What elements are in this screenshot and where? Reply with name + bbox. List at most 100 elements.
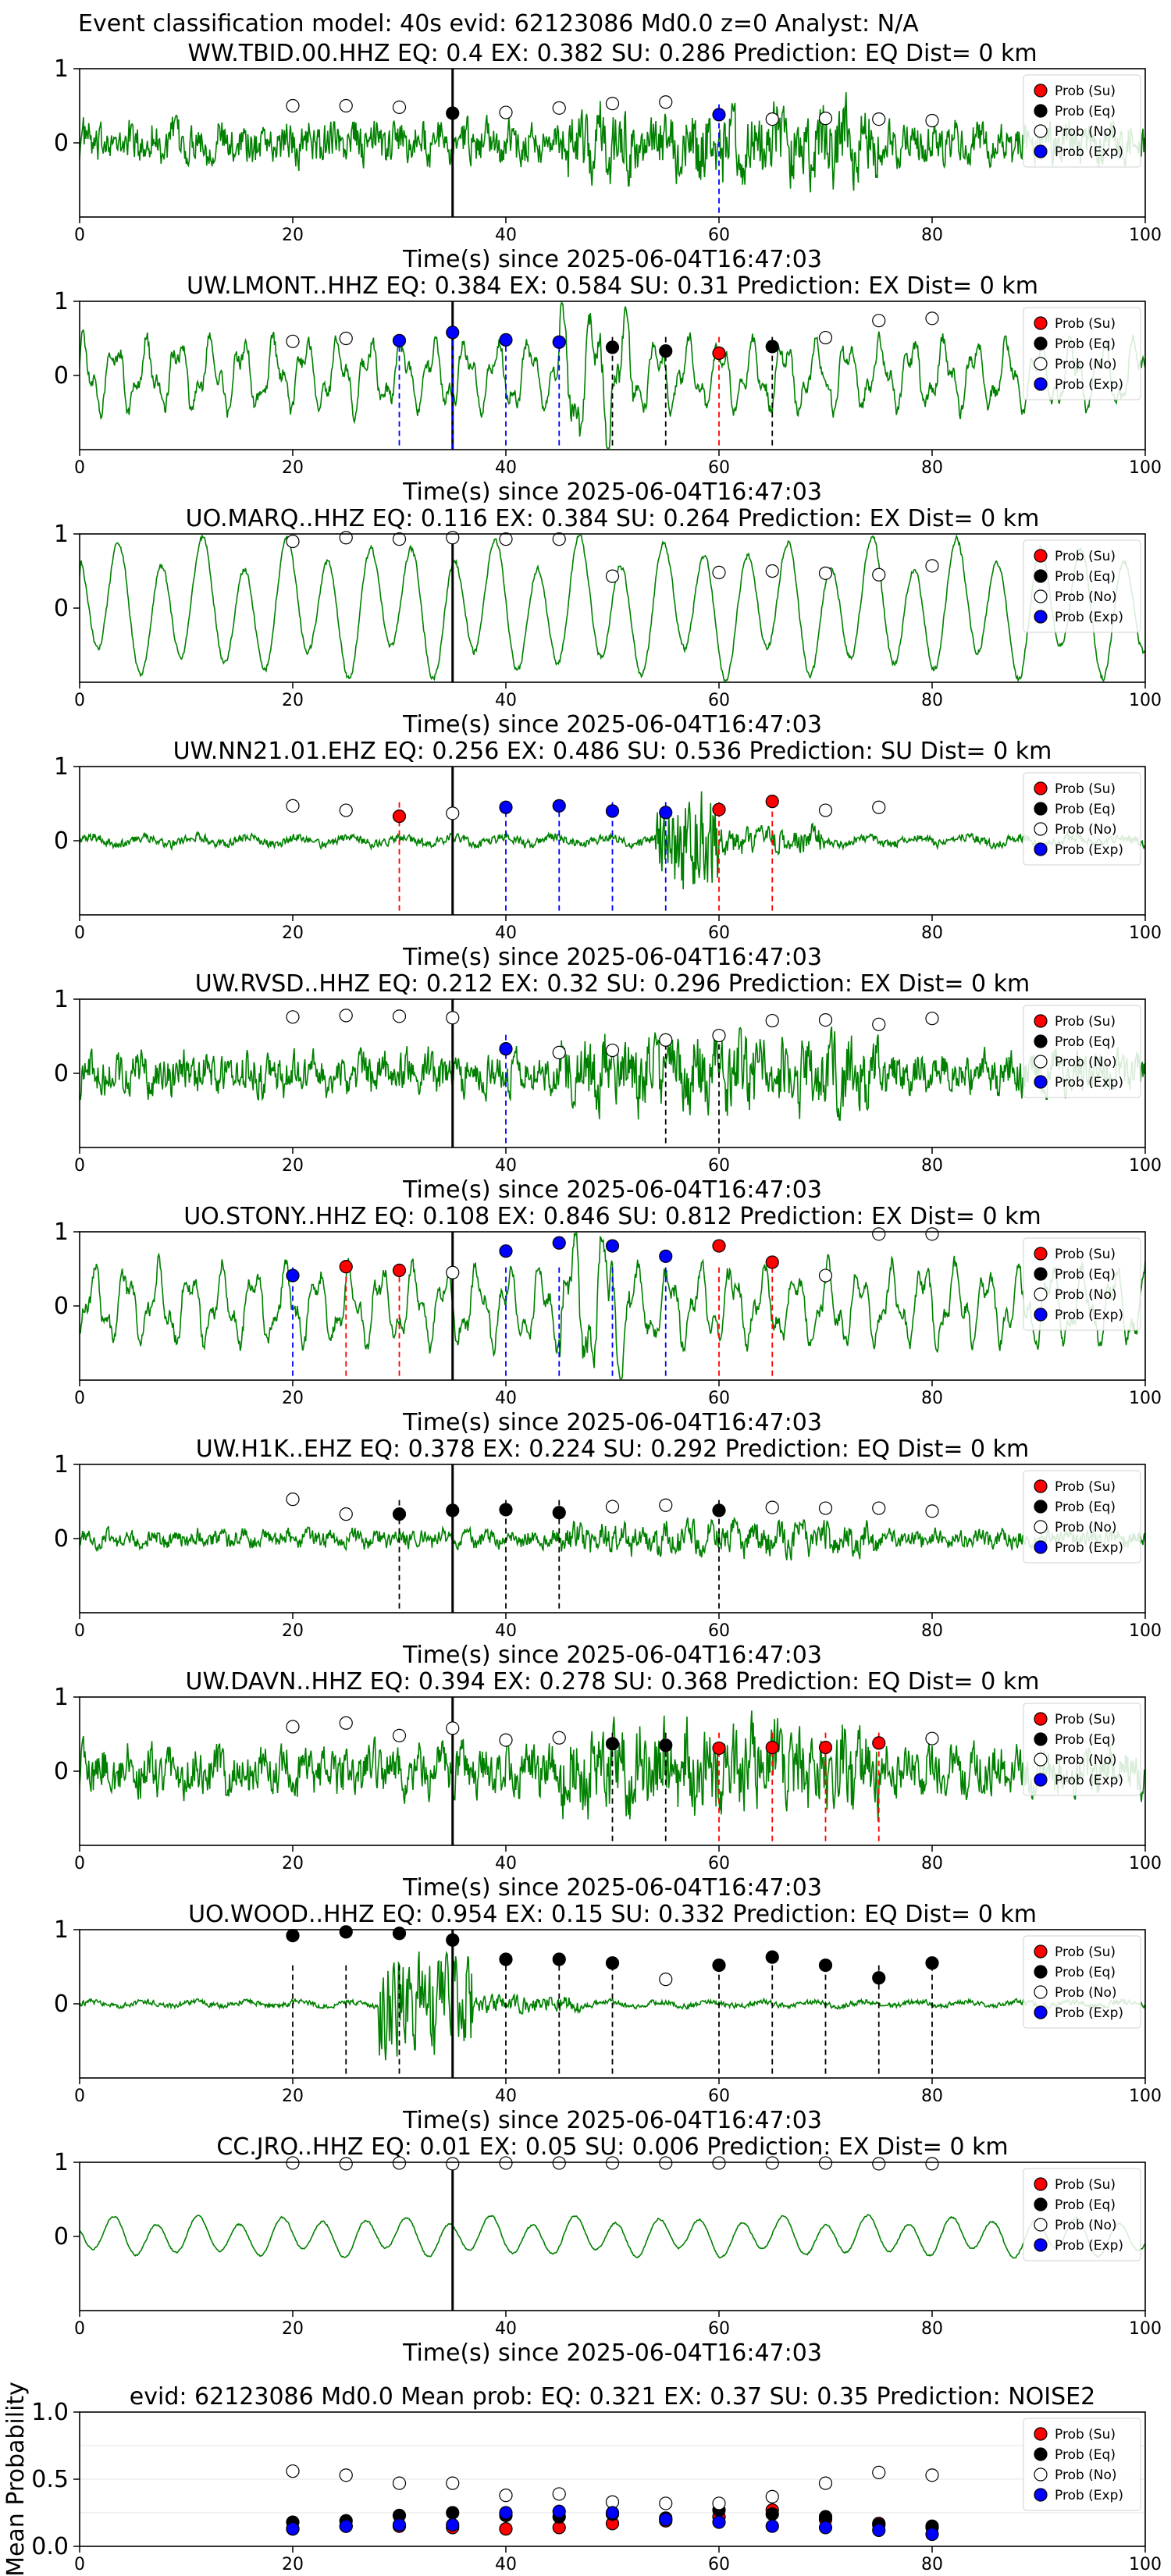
probability-point-no — [818, 566, 833, 580]
probability-point-eq — [605, 1737, 620, 1751]
probability-point-eq — [446, 106, 460, 120]
legend-marker-exp — [1034, 610, 1048, 624]
x-tick-label: 100 — [1129, 1621, 1162, 1641]
probability-point-eq — [765, 340, 779, 354]
x-tick-label: 40 — [495, 1389, 517, 1408]
waveform-trace — [80, 1516, 1145, 1561]
y-tick-label: 1 — [54, 55, 69, 83]
panel-title: UW.NN21.01.EHZ EQ: 0.256 EX: 0.486 SU: 0… — [173, 738, 1052, 765]
legend-label: Prob (Exp) — [1055, 377, 1123, 393]
probability-point-su — [712, 1741, 726, 1756]
legend-label: Prob (Eq) — [1055, 104, 1116, 119]
legend-marker-su — [1034, 1712, 1048, 1726]
legend-label: Prob (Eq) — [1055, 2197, 1116, 2213]
y-tick-label: 1 — [54, 986, 69, 1013]
probability-point-eq — [712, 1959, 726, 1973]
probability-point-no — [925, 1012, 939, 1026]
probability-point-no — [392, 2156, 407, 2170]
probability-point-no — [765, 564, 779, 578]
mean-prob-point-no — [659, 2496, 673, 2510]
probability-point-exp — [552, 1236, 566, 1250]
legend-label: Prob (Eq) — [1055, 1732, 1116, 1748]
legend-box — [1023, 1935, 1141, 2029]
probability-point-no — [286, 334, 300, 348]
y-tick-label: 0 — [54, 1060, 69, 1087]
legend-label: Prob (Eq) — [1055, 1965, 1116, 1980]
probability-point-no — [872, 800, 886, 814]
probability-point-no — [605, 1500, 620, 1514]
probability-point-no — [446, 531, 460, 545]
panel-title: UO.MARQ..HHZ EQ: 0.116 EX: 0.384 SU: 0.2… — [186, 505, 1040, 532]
legend-label: Prob (No) — [1055, 822, 1117, 838]
probability-point-no — [446, 2157, 460, 2171]
legend-marker-eq — [1034, 1034, 1048, 1048]
legend-marker-eq — [1034, 1732, 1048, 1746]
mean-prob-point-exp — [446, 2517, 460, 2532]
y-tick-label: 1 — [54, 1451, 69, 1478]
mean-prob-point-no — [339, 2468, 353, 2482]
mean-prob-point-no — [552, 2487, 566, 2501]
probability-point-no — [765, 1013, 779, 1028]
x-tick-label: 20 — [282, 2087, 304, 2106]
y-tick-label: 0 — [54, 2223, 69, 2250]
legend-label: Prob (No) — [1055, 1055, 1117, 1070]
probability-point-eq — [499, 1952, 513, 1966]
legend-marker-no — [1034, 822, 1048, 836]
legend-marker-exp — [1034, 1773, 1048, 1787]
legend-box — [1023, 2168, 1141, 2261]
station-panel-9: UO.WOOD..HHZ EQ: 0.954 EX: 0.15 SU: 0.33… — [54, 1901, 1162, 2134]
probability-point-no — [392, 1728, 407, 1742]
probability-point-exp — [552, 335, 566, 349]
probability-point-exp — [499, 1244, 513, 1258]
x-tick-label: 40 — [495, 923, 517, 943]
probability-point-no — [339, 98, 353, 113]
legend-box — [1023, 539, 1141, 633]
x-tick-label: 100 — [1129, 1156, 1162, 1176]
y-tick-label: 0.0 — [31, 2533, 69, 2560]
x-tick-label: 80 — [921, 1389, 943, 1408]
probability-point-no — [286, 98, 300, 113]
legend-box — [1023, 1470, 1141, 1564]
probability-point-no — [339, 2157, 353, 2171]
probability-point-exp — [659, 806, 673, 820]
panel-title: UO.WOOD..HHZ EQ: 0.954 EX: 0.15 SU: 0.33… — [188, 1901, 1037, 1928]
mean-prob-point-no — [286, 2464, 300, 2478]
probability-point-no — [925, 1227, 939, 1241]
x-tick-label: 60 — [708, 923, 730, 943]
mean-prob-point-no — [499, 2489, 513, 2503]
y-tick-label: 0 — [54, 1991, 69, 2018]
legend-box — [1023, 772, 1141, 866]
legend-marker-no — [1034, 2467, 1048, 2482]
legend-marker-exp — [1034, 1308, 1048, 1322]
probability-point-no — [818, 1501, 833, 1515]
legend-label: Prob (No) — [1055, 1752, 1117, 1768]
probability-point-eq — [818, 1959, 833, 1973]
panel-title: UW.LMONT..HHZ EQ: 0.384 EX: 0.584 SU: 0.… — [187, 272, 1038, 300]
x-tick-label: 100 — [1129, 2555, 1162, 2574]
mean-prob-point-no — [925, 2468, 939, 2482]
legend-marker-exp — [1034, 377, 1048, 391]
x-tick-label: 60 — [708, 1621, 730, 1641]
probability-point-no — [712, 2156, 726, 2170]
mean-prob-point-no — [712, 2496, 726, 2510]
legend: Prob (Su) Prob (Eq) Prob (No) Prob (Exp) — [1023, 1470, 1141, 1564]
legend-marker-exp — [1034, 842, 1048, 856]
x-tick-label: 80 — [921, 1156, 943, 1176]
mean-prob-point-su — [499, 2522, 513, 2536]
legend-label: Prob (Su) — [1055, 1944, 1116, 1960]
legend-marker-no — [1034, 1752, 1048, 1767]
station-panel-10: CC.JRO..HHZ EQ: 0.01 EX: 0.05 SU: 0.006 … — [54, 2133, 1162, 2367]
x-tick-label: 60 — [708, 2319, 730, 2339]
panel-title: UW.DAVN..HHZ EQ: 0.394 EX: 0.278 SU: 0.3… — [186, 1668, 1040, 1695]
y-tick-label: 1 — [54, 1916, 69, 1944]
probability-point-no — [605, 1043, 620, 1058]
probability-point-no — [446, 1265, 460, 1279]
mean-prob-point-exp — [392, 2517, 407, 2532]
probability-point-eq — [499, 1503, 513, 1517]
mean-prob-point-eq — [765, 2507, 779, 2521]
legend-label: Prob (No) — [1055, 1985, 1117, 2001]
x-tick-label: 60 — [708, 691, 730, 710]
legend-marker-no — [1034, 124, 1048, 138]
panel-title: UO.STONY..HHZ EQ: 0.108 EX: 0.846 SU: 0.… — [183, 1203, 1041, 1230]
